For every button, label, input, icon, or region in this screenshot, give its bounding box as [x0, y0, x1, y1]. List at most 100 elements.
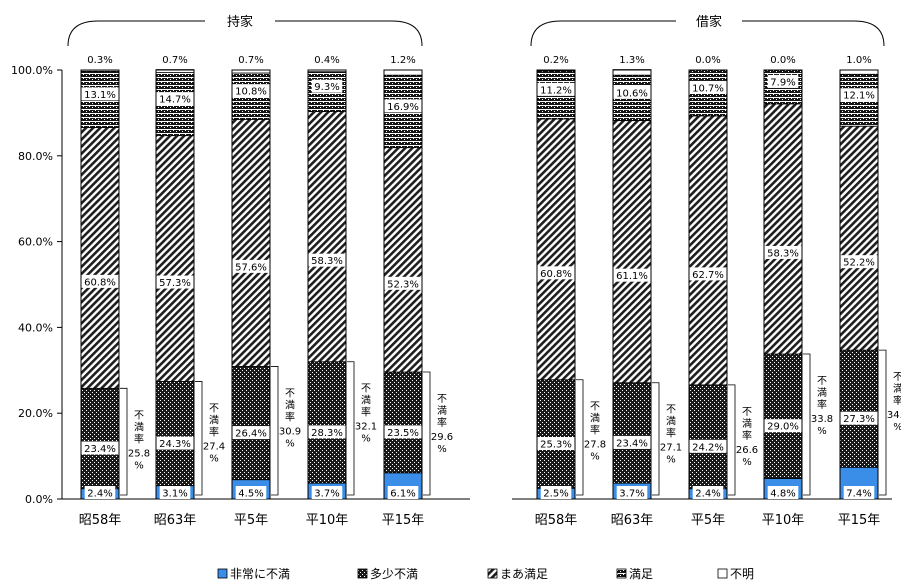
dissatisfaction-label: 率	[742, 429, 752, 442]
data-label-satisfied: 12.1%	[843, 91, 875, 102]
data-label-somewhat-dissatisfied: 24.2%	[692, 442, 724, 453]
dissatisfaction-rate-unit: %	[134, 460, 144, 471]
bar-segment-fairly_satisfied	[383, 147, 423, 373]
bar-segment-somewhat_dissatisfied	[536, 379, 576, 489]
bar-segment-somewhat_dissatisfied	[231, 366, 271, 481]
data-label-fairly-satisfied-bg	[537, 266, 575, 280]
dissatisfaction-label: 率	[209, 425, 219, 438]
data-label-satisfied: 11.2%	[540, 85, 572, 96]
data-label-fairly-satisfied: 60.8%	[540, 269, 572, 280]
data-label-satisfied: 7.9%	[770, 77, 795, 88]
category-label: 昭63年	[611, 513, 654, 528]
data-label-unknown: 0.3%	[87, 55, 112, 66]
data-label-satisfied-bg	[156, 92, 194, 106]
dissatisfaction-rate: 27.4	[203, 441, 225, 452]
data-label-fairly-satisfied: 52.2%	[843, 258, 875, 269]
data-label-very-dissatisfied: 4.5%	[238, 489, 263, 500]
panel-bracket-right	[530, 20, 885, 47]
dissatisfaction-label: 率	[893, 394, 901, 407]
data-label-satisfied-bg	[384, 99, 422, 113]
data-label-very-dissatisfied-bg	[692, 486, 724, 499]
data-label-very-dissatisfied: 7.4%	[846, 489, 871, 500]
category-label: 平5年	[691, 513, 725, 528]
data-label-very-dissatisfied-bg	[540, 486, 572, 499]
data-label-satisfied-bg	[311, 79, 343, 93]
y-axis: 0.0% 20.0% 40.0% 60.0% 80.0% 100.0%	[11, 64, 63, 506]
dissatisfaction-label: 満	[817, 387, 827, 399]
panel-bracket-left	[67, 20, 423, 47]
dissatisfaction-label: 不	[209, 403, 219, 414]
dissatisfaction-label: 不	[590, 402, 600, 413]
data-label-unknown: 0.2%	[543, 55, 568, 66]
legend-label-very_dissatisfied: 非常に不満	[230, 567, 290, 581]
bar-segment-somewhat_dissatisfied	[383, 371, 423, 474]
legend-swatch-unknown	[717, 568, 728, 579]
data-label-very-dissatisfied-bg	[616, 486, 648, 499]
data-label-somewhat-dissatisfied: 23.5%	[387, 428, 419, 439]
data-label-fairly-satisfied-bg	[308, 253, 346, 267]
data-label-satisfied: 14.7%	[159, 95, 191, 106]
data-label-satisfied: 10.8%	[235, 87, 267, 98]
bar-segment-somewhat_dissatisfied	[155, 381, 195, 487]
data-label-very-dissatisfied: 3.7%	[619, 489, 644, 500]
dissatisfaction-label: 率	[590, 424, 600, 437]
data-label-fairly-satisfied-bg	[156, 275, 194, 289]
data-label-fairly-satisfied: 58.3%	[311, 256, 343, 267]
dissatisfaction-label: 満	[590, 413, 600, 425]
data-label-very-dissatisfied-bg	[843, 486, 875, 499]
y-tick-label: 80.0%	[18, 150, 53, 163]
legend-label-somewhat_dissatisfied: 多少不満	[370, 567, 418, 581]
data-label-somewhat-dissatisfied-bg	[232, 426, 270, 440]
dissatisfaction-rate-unit: %	[817, 426, 827, 437]
data-label-unknown: 0.0%	[695, 55, 720, 66]
data-label-somewhat-dissatisfied-bg	[613, 435, 651, 449]
data-label-very-dissatisfied: 3.7%	[314, 489, 339, 500]
data-label-somewhat-dissatisfied-bg	[840, 411, 878, 425]
data-label-fairly-satisfied-bg	[613, 268, 651, 282]
data-label-somewhat-dissatisfied: 25.3%	[540, 440, 572, 451]
category-label: 平10年	[762, 513, 805, 528]
panel-title-right: 借家	[696, 14, 722, 30]
bar-segment-fairly_satisfied	[612, 120, 652, 384]
dissatisfaction-bracket	[120, 387, 128, 496]
bar-segment-somewhat_dissatisfied	[80, 387, 120, 490]
dissatisfaction-rate: 27.1	[660, 443, 682, 454]
dissatisfaction-rate: 29.6	[431, 432, 453, 443]
dissatisfaction-label: 不	[285, 388, 295, 399]
data-label-very-dissatisfied: 4.8%	[770, 489, 795, 500]
category-label: 昭58年	[79, 513, 122, 528]
dissatisfaction-label: 不	[742, 407, 752, 418]
bar-segment-somewhat_dissatisfied	[307, 361, 347, 484]
legend-swatch-somewhat_dissatisfied	[357, 568, 368, 579]
dissatisfaction-label: 満	[134, 421, 144, 433]
category-label: 平10年	[306, 513, 349, 528]
category-label: 昭63年	[154, 513, 197, 528]
dissatisfaction-rate: 34.7	[887, 410, 901, 421]
dissatisfaction-label: 率	[437, 416, 447, 429]
data-label-unknown: 1.0%	[846, 55, 871, 66]
data-label-satisfied: 16.9%	[387, 102, 419, 113]
data-label-somewhat-dissatisfied: 23.4%	[616, 438, 648, 449]
dissatisfaction-rate-unit: %	[893, 422, 901, 433]
dissatisfaction-rate: 33.8	[811, 414, 833, 425]
legend-label-satisfied: 満足	[629, 567, 653, 581]
data-label-unknown: 0.0%	[770, 55, 795, 66]
dissatisfaction-label: 満	[742, 418, 752, 430]
dissatisfaction-label: 満	[437, 405, 447, 417]
data-label-satisfied-bg	[689, 80, 727, 94]
dissatisfaction-rate-unit: %	[285, 438, 295, 449]
dissatisfaction-label: 不	[666, 405, 676, 416]
data-label-satisfied: 9.3%	[314, 82, 339, 93]
data-label-very-dissatisfied: 6.1%	[390, 489, 415, 500]
legend-label-fairly_satisfied: まあ満足	[500, 567, 548, 581]
panel-right: 借家 2.5%25.3%60.8%11.2%0.2%不満率27.8%昭58年3.…	[530, 14, 901, 528]
dissatisfaction-rate-unit: %	[437, 444, 447, 455]
data-label-fairly-satisfied-bg	[384, 276, 422, 290]
dissatisfaction-rate-unit: %	[742, 457, 752, 468]
data-label-somewhat-dissatisfied-bg	[308, 425, 346, 439]
bar-segment-fairly_satisfied	[155, 135, 195, 382]
data-label-very-dissatisfied-bg	[84, 486, 116, 499]
category-label: 平15年	[838, 513, 881, 528]
data-label-unknown: 0.7%	[238, 55, 263, 66]
bar-segment-fairly_satisfied	[763, 103, 803, 355]
